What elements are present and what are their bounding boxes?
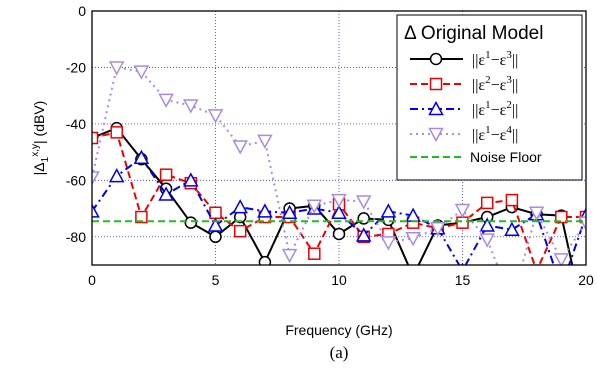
data-point xyxy=(133,65,150,80)
y-tick-label: -80 xyxy=(66,229,86,245)
data-point xyxy=(108,61,125,76)
data-point xyxy=(308,247,321,260)
legend-label: ||ε1−ε4|| xyxy=(472,124,518,144)
data-point xyxy=(110,126,123,139)
data-point xyxy=(108,168,125,183)
legend-entry: ||ε1−ε3|| xyxy=(410,49,518,69)
data-point xyxy=(232,140,248,155)
x-tick-label: 10 xyxy=(331,272,347,288)
data-point xyxy=(258,255,272,265)
data-point xyxy=(505,296,518,308)
x-axis-label: Frequency (GHz) xyxy=(285,322,392,338)
legend-entry: ||ε1−ε4|| xyxy=(410,124,518,144)
data-point xyxy=(581,322,592,333)
x-tick-label: 5 xyxy=(212,272,220,288)
data-point xyxy=(158,93,174,108)
figure-caption: (a) xyxy=(330,343,349,362)
legend-label: ||ε2−ε3|| xyxy=(472,74,518,94)
data-point xyxy=(133,149,150,165)
y-tick-label: -40 xyxy=(66,116,86,132)
legend-box xyxy=(396,14,583,181)
y-tick-label: -60 xyxy=(66,172,86,188)
data-point xyxy=(158,186,174,201)
x-tick-label: 15 xyxy=(455,272,471,288)
data-point xyxy=(232,199,248,214)
data-point xyxy=(408,271,419,282)
data-point xyxy=(530,264,543,265)
data-point xyxy=(331,204,347,220)
data-point xyxy=(183,99,199,114)
data-point xyxy=(480,196,494,210)
data-point xyxy=(456,216,469,229)
data-point xyxy=(281,248,298,264)
data-point xyxy=(331,193,347,209)
data-point xyxy=(92,171,100,186)
tick-labels: 0 5 10 15 20 0 -20 -40 -60 -80 xyxy=(66,3,594,288)
data-point xyxy=(380,236,397,251)
data-point xyxy=(183,172,199,187)
data-point xyxy=(207,109,224,124)
legend-marker xyxy=(428,100,444,116)
plot-frame xyxy=(91,10,587,266)
legend: Δ Original Model ||ε1−ε3||||ε2−ε3||||ε1−… xyxy=(396,14,583,181)
legend-entry: Noise Floor xyxy=(410,149,542,165)
data-point xyxy=(92,203,100,218)
data-point xyxy=(555,281,568,293)
series-3 xyxy=(92,61,586,308)
legend-label: Noise Floor xyxy=(470,149,542,165)
legend-entry: ||ε2−ε3|| xyxy=(410,74,518,94)
legend-marker xyxy=(429,77,443,91)
plot-series xyxy=(92,61,592,333)
data-point xyxy=(332,227,346,241)
legend-marker xyxy=(429,52,443,66)
data-point xyxy=(479,233,495,248)
data-point xyxy=(454,203,471,219)
data-point xyxy=(578,216,586,231)
data-point xyxy=(257,134,273,149)
x-tick-label: 20 xyxy=(578,272,594,288)
legend-label: ||ε1−ε3|| xyxy=(472,49,518,69)
data-point xyxy=(135,210,148,224)
data-point xyxy=(355,195,372,210)
data-point xyxy=(207,217,224,232)
legend-label: ||ε1−ε2|| xyxy=(472,99,518,119)
y-tick-label: 0 xyxy=(78,3,86,19)
data-point xyxy=(233,224,247,238)
y-tick-label: -20 xyxy=(66,59,86,75)
x-tick-label: 0 xyxy=(88,272,96,288)
legend-entry: ||ε1−ε2|| xyxy=(410,99,518,119)
data-point xyxy=(357,212,370,225)
data-point xyxy=(257,203,273,218)
data-point xyxy=(479,217,495,232)
data-point xyxy=(159,168,173,181)
data-point xyxy=(209,206,222,220)
data-point xyxy=(380,203,397,218)
legend-title: Δ Original Model xyxy=(404,23,543,44)
data-point xyxy=(355,227,372,242)
data-point xyxy=(555,210,568,224)
data-point xyxy=(430,222,446,237)
data-point xyxy=(184,216,198,229)
data-point xyxy=(505,193,519,207)
data-point xyxy=(405,231,421,247)
data-point xyxy=(553,253,570,265)
data-point xyxy=(528,206,545,221)
data-point xyxy=(504,221,520,236)
data-point xyxy=(92,131,99,145)
data-point xyxy=(281,204,298,220)
y-axis-label: |Δ1x,y| (dBV) xyxy=(30,101,51,176)
legend-entries: ||ε1−ε3|| ||ε2−ε3|| ||ε1−ε2|| ||ε1−ε4|| Nois… xyxy=(410,49,542,165)
data-point xyxy=(209,230,222,244)
data-point xyxy=(306,199,323,214)
legend-marker xyxy=(428,127,444,143)
